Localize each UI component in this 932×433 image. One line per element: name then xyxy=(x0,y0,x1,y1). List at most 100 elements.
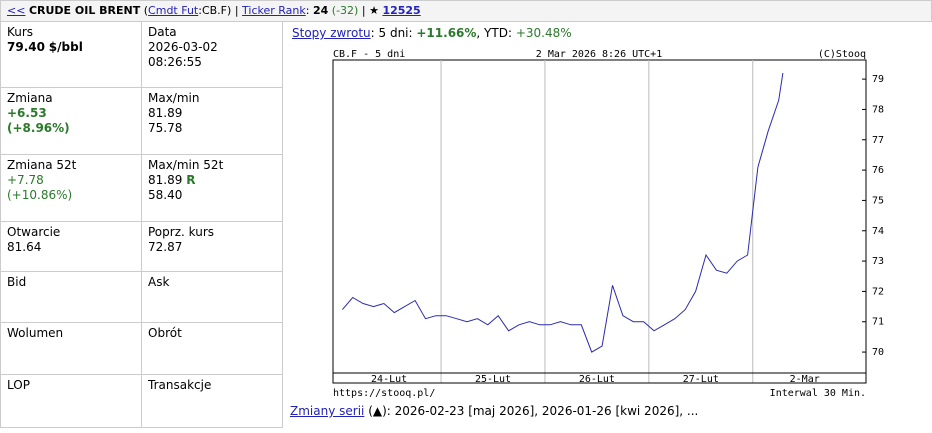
cell-label: Kurs xyxy=(7,25,34,39)
cell-value: 81.64 xyxy=(7,240,42,254)
y-tick-label: 70 xyxy=(872,347,884,358)
returns-link[interactable]: Stopy zwrotu xyxy=(292,26,371,40)
star: ★ xyxy=(369,4,379,17)
cell-value: +7.78 xyxy=(7,173,44,187)
cell-value: 79.40 xyxy=(7,40,45,54)
table-cell: Max/min 81.89 75.78 xyxy=(142,88,283,155)
paren: ( xyxy=(143,4,149,17)
chart-subtitle: 2 Mar 2026 8:26 UTC+1 xyxy=(536,49,662,60)
cell-value: 81.89 xyxy=(148,106,183,120)
y-tick-label: 71 xyxy=(872,317,884,328)
cell-value: (+10.86%) xyxy=(7,188,73,202)
table-cell: Zmiana 52t +7.78 (+10.86%) xyxy=(0,155,142,222)
cell-label: Ask xyxy=(148,275,170,289)
table-cell: Transakcje xyxy=(142,375,283,428)
cell-value-line: 81.89 xyxy=(148,106,276,121)
cell-value: 58.40 xyxy=(148,188,183,202)
cell-label: Poprz. kurs xyxy=(148,225,214,239)
table-cell: Data 2026-03-02 08:26:55 xyxy=(142,22,283,88)
series-text: (▲): 2026-02-23 [maj 2026], 2026-01-26 [… xyxy=(368,404,699,418)
cell-value-line: 08:26:55 xyxy=(148,55,276,70)
separator: | xyxy=(234,4,239,17)
symbol: :CB.F) xyxy=(198,4,232,17)
cell-label: Data xyxy=(148,25,177,39)
returns-label: : 5 dni: xyxy=(370,26,413,40)
cell-value-line: +7.78 xyxy=(7,173,135,188)
rank-link[interactable]: Ticker Rank xyxy=(242,4,306,17)
cell-value: 2026-03-02 xyxy=(148,40,218,54)
cell-value: +6.53 xyxy=(7,106,47,120)
cell-value-line: 58.40 xyxy=(148,188,276,203)
table-cell: Obrót xyxy=(142,323,283,375)
chart: CB.F - 5 dni 2 Mar 2026 8:26 UTC+1 (C)St… xyxy=(332,49,884,399)
return-ytd: +30.48% xyxy=(515,26,572,40)
return-5d: +11.66% xyxy=(416,26,477,40)
returns-line: Stopy zwrotu: 5 dni: +11.66%, YTD: +30.4… xyxy=(292,26,572,40)
cell-label: Max/min xyxy=(148,91,200,105)
y-tick-label: 79 xyxy=(872,74,884,85)
x-axis-band xyxy=(332,372,867,384)
cell-label: Bid xyxy=(7,275,27,289)
cell-value-line: 81.89 R xyxy=(148,173,276,188)
cell-label: Otwarcie xyxy=(7,225,61,239)
back-link[interactable]: << xyxy=(7,4,26,17)
table-cell: Bid xyxy=(0,272,142,323)
chart-title: CB.F - 5 dni xyxy=(333,49,405,60)
cell-value-line: 75.78 xyxy=(148,121,276,136)
cell-value-line: 81.64 xyxy=(7,240,135,255)
instrument-name: CRUDE OIL BRENT xyxy=(28,4,141,17)
chart-note: Interwal 30 Min. xyxy=(770,388,866,399)
series-changes: Zmiany serii (▲): 2026-02-23 [maj 2026],… xyxy=(290,404,698,418)
cell-label: Obrót xyxy=(148,326,182,340)
cell-label: Zmiana xyxy=(7,91,53,105)
table-cell: Kurs 79.40 $/bbl xyxy=(0,22,142,88)
cell-label: Zmiana 52t xyxy=(7,158,77,172)
series-link[interactable]: Zmiany serii xyxy=(290,404,365,418)
y-tick-label: 75 xyxy=(872,195,884,206)
table-cell: Poprz. kurs 72.87 xyxy=(142,222,283,272)
record-flag: R xyxy=(186,173,196,187)
cell-value: 81.89 xyxy=(148,173,183,187)
price-line xyxy=(342,72,784,353)
rank: 24 xyxy=(312,4,329,17)
chart-source: https://stooq.pl/ xyxy=(333,388,435,399)
x-tick-label: 24-Lut xyxy=(371,374,407,385)
cell-value-line: +6.53 xyxy=(7,106,135,121)
cell-label: Max/min 52t xyxy=(148,158,224,172)
x-tick-label: 26-Lut xyxy=(579,374,615,385)
cell-value: 72.87 xyxy=(148,240,183,254)
cell-value-line: 79.40 $/bbl xyxy=(7,40,135,55)
table-cell: Wolumen xyxy=(0,323,142,375)
cell-label: Wolumen xyxy=(7,326,64,340)
table-cell: Ask xyxy=(142,272,283,323)
cell-unit: $/bbl xyxy=(48,40,83,54)
header-bar: << CRUDE OIL BRENT (Cmdt Fut:CB.F) | Tic… xyxy=(0,0,932,22)
rank-change: (-32) xyxy=(331,4,359,17)
cell-value-line: (+8.96%) xyxy=(7,121,135,136)
cell-label: Transakcje xyxy=(148,378,212,392)
table-cell: LOP xyxy=(0,375,142,428)
table-cell: Zmiana +6.53 (+8.96%) xyxy=(0,88,142,155)
y-tick-label: 77 xyxy=(872,135,884,146)
cell-value-line: 72.87 xyxy=(148,240,276,255)
table-cell: Otwarcie 81.64 xyxy=(0,222,142,272)
cell-value-line: 2026-03-02 xyxy=(148,40,276,55)
cell-value-line: (+10.86%) xyxy=(7,188,135,203)
cell-label: LOP xyxy=(7,378,30,392)
cell-value: 08:26:55 xyxy=(148,55,202,69)
x-tick-label: 27-Lut xyxy=(683,374,719,385)
chart-credit: (C)Stooq xyxy=(818,49,866,60)
cell-value: 75.78 xyxy=(148,121,183,135)
y-tick-label: 76 xyxy=(872,165,884,176)
x-tick-label: 2-Mar xyxy=(790,374,820,385)
x-tick-label: 25-Lut xyxy=(475,374,511,385)
plot-area xyxy=(332,59,867,374)
ytd-label: , YTD: xyxy=(476,26,512,40)
separator: | xyxy=(361,4,366,17)
fans-link[interactable]: 12525 xyxy=(382,4,421,17)
y-tick-label: 73 xyxy=(872,256,884,267)
market-link[interactable]: Cmdt Fut xyxy=(148,4,199,17)
y-tick-label: 74 xyxy=(872,226,884,237)
y-tick-label: 72 xyxy=(872,286,884,297)
